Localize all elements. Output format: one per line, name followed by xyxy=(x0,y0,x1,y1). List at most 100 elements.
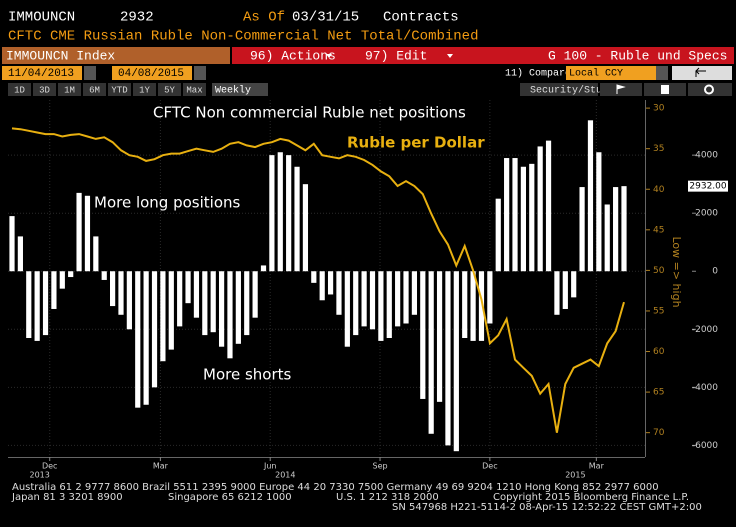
period-label: 5Y xyxy=(164,85,175,95)
period-button[interactable] xyxy=(33,83,56,96)
period-label: 1Y xyxy=(139,85,150,95)
bar xyxy=(177,271,183,327)
dropdown-arrow xyxy=(326,54,332,58)
period-label: 3D xyxy=(39,85,50,95)
period-button[interactable] xyxy=(8,83,31,96)
year-label: 2013 xyxy=(29,471,49,480)
period-button[interactable] xyxy=(158,83,181,96)
bar xyxy=(76,192,82,272)
bar xyxy=(470,271,476,341)
bar xyxy=(520,166,526,272)
dropdown-button[interactable] xyxy=(656,66,668,80)
chart: CFTC Non commercial Ruble net positions … xyxy=(8,100,728,480)
period-buttons: 1D 3D 1M 6M YTD 1Y 5Y Max xyxy=(8,83,206,96)
edit-menu[interactable]: 97) Edit xyxy=(365,48,427,63)
bar xyxy=(101,271,107,280)
bar xyxy=(17,236,23,272)
bar xyxy=(286,155,292,272)
footer-line: SN 547968 H221-5114-2 08-Apr-15 12:52:22… xyxy=(392,502,702,513)
bar xyxy=(353,271,359,336)
bar xyxy=(193,271,200,318)
annotation: More long positions xyxy=(94,194,241,212)
bar xyxy=(118,271,124,315)
annotation: More shorts xyxy=(203,366,292,384)
x-tick-label: Mar xyxy=(153,462,169,471)
bar xyxy=(596,152,602,272)
back-button[interactable] xyxy=(672,66,732,80)
currency-box[interactable] xyxy=(566,66,656,80)
bar xyxy=(51,271,57,309)
period-button[interactable] xyxy=(83,83,106,96)
y-tick-label: 4000 xyxy=(695,151,718,161)
bar xyxy=(84,195,91,272)
bar xyxy=(269,155,275,272)
period-button[interactable] xyxy=(183,83,206,96)
period-button[interactable] xyxy=(108,83,131,96)
bar xyxy=(218,271,225,347)
bar xyxy=(9,216,15,272)
y-tick-label: -4000 xyxy=(692,383,718,393)
end-date: 04/08/2015 xyxy=(118,68,184,80)
bar xyxy=(319,271,325,301)
y2-tick-label: 65 xyxy=(653,388,664,398)
frequency: Weekly xyxy=(215,85,251,97)
flag-button[interactable] xyxy=(600,83,642,96)
bar xyxy=(378,271,384,341)
series-label: Ruble per Dollar xyxy=(347,134,485,152)
bar xyxy=(462,271,468,338)
bar xyxy=(160,271,166,362)
y-tick-label: 2000 xyxy=(695,209,718,219)
footer-line: Australia 61 2 9777 8600 Brazil 5511 239… xyxy=(12,482,659,493)
settings-button[interactable] xyxy=(688,83,732,96)
study-button[interactable] xyxy=(520,83,598,96)
y2-tick-label: 60 xyxy=(653,347,665,357)
period-label: 1M xyxy=(64,85,75,95)
bar xyxy=(252,271,258,318)
bar xyxy=(93,236,99,272)
units: Contracts xyxy=(383,10,459,26)
period-button[interactable] xyxy=(133,83,156,96)
bar xyxy=(512,158,518,272)
period-label: Max xyxy=(186,85,202,95)
start-date: 11/04/2013 xyxy=(8,68,74,80)
gear-icon xyxy=(704,84,714,95)
description: CFTC CME Russian Ruble Non-Commercial Ne… xyxy=(8,29,478,45)
page-name: G 100 - Ruble und Specs xyxy=(548,48,727,63)
end-date-box[interactable] xyxy=(112,66,192,80)
y2-tick-label: 40 xyxy=(653,185,665,195)
bar xyxy=(537,146,543,272)
calendar-button[interactable] xyxy=(84,66,96,80)
bar xyxy=(504,158,510,272)
period-button[interactable] xyxy=(58,83,81,96)
bar xyxy=(210,271,216,333)
security: IMMOUNCN Index xyxy=(6,48,115,63)
bar xyxy=(613,187,619,272)
series-label: CFTC Non commercial Ruble net positions xyxy=(153,104,466,122)
actions-menu[interactable]: 96) Actions xyxy=(250,48,336,63)
bar xyxy=(168,271,174,350)
last-value: 2932 xyxy=(120,10,154,26)
bar xyxy=(344,271,350,347)
bar xyxy=(428,271,434,434)
bar xyxy=(68,271,74,278)
bar xyxy=(294,166,300,272)
bar xyxy=(202,271,208,336)
bar xyxy=(185,271,191,304)
bar xyxy=(436,271,443,402)
bar xyxy=(453,271,459,452)
y-tick-label: 0 xyxy=(712,267,718,277)
calendar-button[interactable] xyxy=(194,66,206,80)
y2-tick-label: 35 xyxy=(653,144,664,154)
bar xyxy=(327,271,334,295)
as-of-date: 03/31/15 xyxy=(292,10,359,26)
period-label: 6M xyxy=(89,85,100,95)
y-tick-label: -2000 xyxy=(692,325,718,335)
bar xyxy=(369,271,376,330)
start-date-box[interactable] xyxy=(2,66,82,80)
security-box[interactable] xyxy=(2,47,230,64)
compare-label: 11) Compare xyxy=(505,68,571,80)
bar xyxy=(386,271,392,338)
bar xyxy=(579,187,585,272)
frequency-box[interactable] xyxy=(212,83,268,96)
bar xyxy=(34,271,40,341)
